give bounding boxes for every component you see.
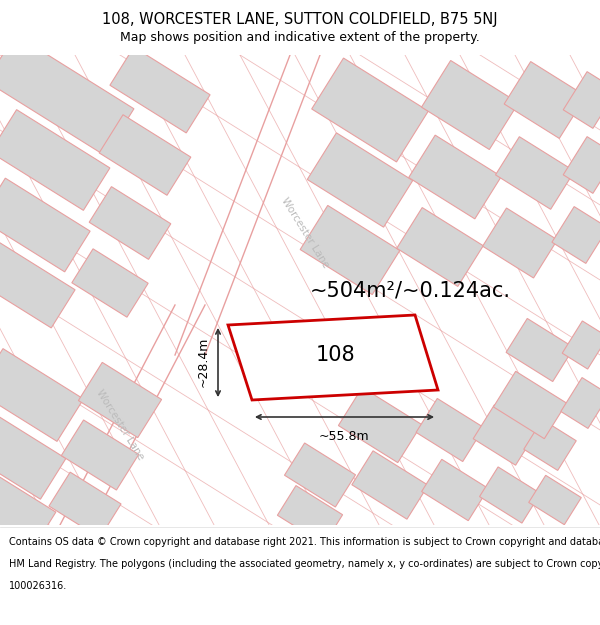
Polygon shape	[416, 399, 484, 461]
Polygon shape	[506, 319, 574, 381]
Polygon shape	[89, 187, 171, 259]
Polygon shape	[352, 451, 428, 519]
Polygon shape	[524, 419, 576, 471]
Polygon shape	[284, 443, 356, 507]
Polygon shape	[0, 349, 83, 441]
Polygon shape	[562, 321, 600, 369]
Text: Worcester Lane: Worcester Lane	[279, 196, 331, 270]
Polygon shape	[228, 315, 438, 400]
Text: 108, WORCESTER LANE, SUTTON COLDFIELD, B75 5NJ: 108, WORCESTER LANE, SUTTON COLDFIELD, B…	[102, 12, 498, 27]
Polygon shape	[504, 62, 586, 138]
Text: ~28.4m: ~28.4m	[197, 337, 210, 387]
Polygon shape	[99, 115, 191, 195]
Text: ~55.8m: ~55.8m	[319, 430, 370, 443]
Polygon shape	[422, 459, 488, 521]
Polygon shape	[110, 47, 210, 133]
Polygon shape	[496, 137, 574, 209]
Polygon shape	[72, 249, 148, 317]
Polygon shape	[307, 133, 413, 227]
Polygon shape	[552, 207, 600, 263]
Polygon shape	[0, 242, 75, 328]
Polygon shape	[0, 411, 66, 499]
Polygon shape	[300, 206, 400, 294]
Text: ~504m²/~0.124ac.: ~504m²/~0.124ac.	[310, 280, 511, 300]
Polygon shape	[409, 135, 502, 219]
Polygon shape	[49, 472, 121, 538]
Polygon shape	[0, 109, 110, 211]
Text: 100026316.: 100026316.	[9, 581, 67, 591]
Polygon shape	[0, 470, 56, 550]
Text: 108: 108	[315, 345, 355, 365]
Polygon shape	[422, 61, 518, 149]
Polygon shape	[277, 486, 343, 544]
Text: Contains OS data © Crown copyright and database right 2021. This information is : Contains OS data © Crown copyright and d…	[9, 537, 600, 547]
Polygon shape	[338, 388, 422, 462]
Text: HM Land Registry. The polygons (including the associated geometry, namely x, y c: HM Land Registry. The polygons (includin…	[9, 559, 600, 569]
Polygon shape	[561, 378, 600, 429]
Polygon shape	[79, 362, 161, 438]
Text: Map shows position and indicative extent of the property.: Map shows position and indicative extent…	[120, 31, 480, 44]
Polygon shape	[529, 475, 581, 525]
Polygon shape	[397, 208, 483, 286]
Polygon shape	[61, 420, 139, 490]
Polygon shape	[0, 178, 90, 272]
Polygon shape	[0, 34, 134, 156]
Text: Worcester Lane: Worcester Lane	[94, 388, 146, 462]
Polygon shape	[473, 405, 537, 465]
Polygon shape	[482, 208, 557, 278]
Polygon shape	[479, 467, 541, 523]
Polygon shape	[563, 72, 600, 128]
Polygon shape	[493, 371, 566, 439]
Polygon shape	[312, 58, 428, 162]
Polygon shape	[563, 137, 600, 193]
